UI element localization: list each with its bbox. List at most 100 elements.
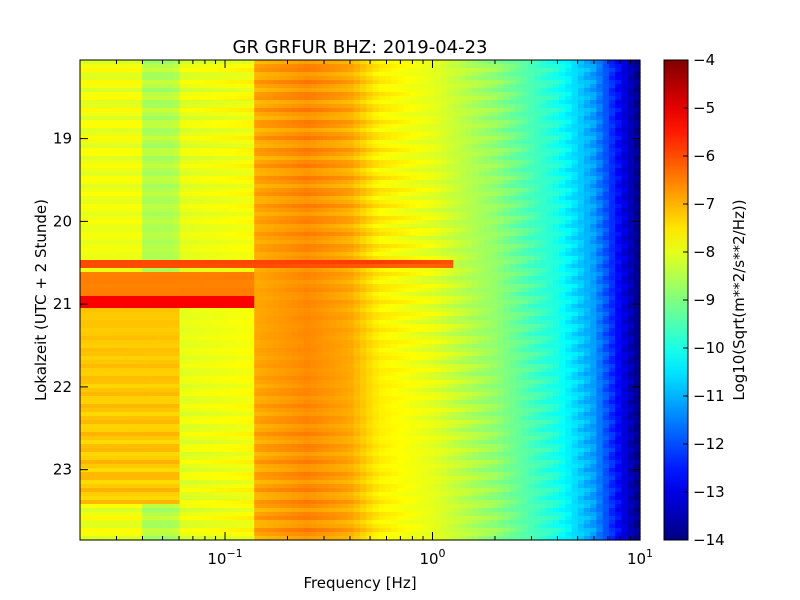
heatmap-cell xyxy=(546,168,554,173)
heatmap-cell xyxy=(590,72,598,77)
heatmap-cell xyxy=(391,64,398,69)
heatmap-cell xyxy=(577,200,585,205)
heatmap-cell xyxy=(391,92,398,97)
heatmap-cell xyxy=(540,192,548,197)
heatmap-cell xyxy=(509,192,517,197)
heatmap-cell xyxy=(496,168,504,173)
heatmap-cell xyxy=(484,96,492,101)
heatmap-cell xyxy=(198,228,206,233)
heatmap-cell xyxy=(260,72,268,77)
heatmap-cell xyxy=(142,156,150,161)
heatmap-cell xyxy=(291,212,299,217)
heatmap-cell xyxy=(546,128,554,133)
heatmap-cell xyxy=(229,68,237,73)
heatmap-cell xyxy=(515,104,523,109)
heatmap-cell xyxy=(210,236,218,241)
heatmap-cell xyxy=(521,184,529,189)
heatmap-cell xyxy=(434,204,442,209)
heatmap-cell xyxy=(129,232,137,237)
heatmap-cell xyxy=(235,180,243,185)
heatmap-cell xyxy=(633,168,641,173)
heatmap-cell xyxy=(509,216,517,221)
heatmap-cell xyxy=(546,108,554,113)
heatmap-cell xyxy=(428,136,436,141)
heatmap-cell xyxy=(397,96,405,101)
heatmap-cell xyxy=(559,116,566,121)
heatmap-cell xyxy=(154,204,162,209)
heatmap-cell xyxy=(465,120,473,125)
heatmap-cell xyxy=(241,148,249,153)
heatmap-cell xyxy=(440,68,448,73)
heatmap-cell xyxy=(447,168,454,173)
heatmap-cell xyxy=(229,80,237,85)
heatmap-cell xyxy=(353,216,361,221)
heatmap-cell xyxy=(391,204,398,209)
heatmap-cell xyxy=(540,196,548,201)
heatmap-cell xyxy=(235,228,243,233)
heatmap-cell xyxy=(123,72,131,77)
heatmap-cell xyxy=(104,260,112,265)
heatmap-cell xyxy=(490,244,498,249)
heatmap-cell xyxy=(571,184,579,189)
heatmap-cell xyxy=(160,108,168,113)
heatmap-cell xyxy=(633,64,641,69)
heatmap-cell xyxy=(229,140,237,145)
heatmap-cell xyxy=(167,64,174,69)
heatmap-cell xyxy=(534,108,542,113)
heatmap-cell xyxy=(86,68,94,73)
heatmap-cell xyxy=(248,204,255,209)
heatmap-cell xyxy=(192,272,199,277)
heatmap-cell xyxy=(86,208,94,213)
heatmap-cell xyxy=(154,76,162,81)
heatmap-cell xyxy=(521,224,529,229)
heatmap-cell xyxy=(80,76,87,81)
heatmap-cell xyxy=(279,132,286,137)
heatmap-cell xyxy=(366,120,374,125)
heatmap-cell xyxy=(521,128,529,133)
heatmap-cell xyxy=(111,108,118,113)
heatmap-cell xyxy=(192,124,199,129)
heatmap-cell xyxy=(534,168,542,173)
heatmap-cell xyxy=(546,156,554,161)
heatmap-cell xyxy=(142,248,150,253)
heatmap-cell xyxy=(608,212,616,217)
heatmap-cell xyxy=(86,236,94,241)
heatmap-cell xyxy=(98,208,106,213)
heatmap-cell xyxy=(80,192,87,197)
heatmap-cell xyxy=(335,192,342,197)
heatmap-cell xyxy=(304,68,311,73)
heatmap-cell xyxy=(98,124,106,129)
heatmap-cell xyxy=(204,272,212,277)
heatmap-cell xyxy=(434,224,442,229)
heatmap-cell xyxy=(584,272,591,277)
heatmap-cell xyxy=(509,140,517,145)
heatmap-cell xyxy=(384,176,392,181)
heatmap-cell xyxy=(627,220,635,225)
heatmap-cell xyxy=(310,260,318,265)
heatmap-cell xyxy=(372,128,380,133)
heatmap-cell xyxy=(428,148,436,153)
heatmap-cell xyxy=(509,248,517,253)
heatmap-cell xyxy=(559,240,566,245)
heatmap-cell xyxy=(633,92,641,97)
heatmap-cell xyxy=(571,264,579,269)
heatmap-cell xyxy=(173,240,181,245)
heatmap-cell xyxy=(409,164,417,169)
heatmap-cell xyxy=(540,80,548,85)
heatmap-cell xyxy=(360,204,367,209)
heatmap-cell xyxy=(447,64,454,69)
heatmap-cell xyxy=(229,164,237,169)
heatmap-cell xyxy=(509,180,517,185)
heatmap-cell xyxy=(422,268,430,273)
heatmap-cell xyxy=(447,276,454,281)
heatmap-cell xyxy=(291,228,299,233)
heatmap-cell xyxy=(416,76,423,81)
heatmap-cell xyxy=(248,240,255,245)
heatmap-cell xyxy=(577,188,585,193)
heatmap-cell xyxy=(447,264,454,269)
heatmap-cell xyxy=(608,80,616,85)
heatmap-cell xyxy=(478,180,486,185)
heatmap-cell xyxy=(80,188,87,193)
heatmap-cell xyxy=(260,256,268,261)
heatmap-cell xyxy=(297,96,305,101)
